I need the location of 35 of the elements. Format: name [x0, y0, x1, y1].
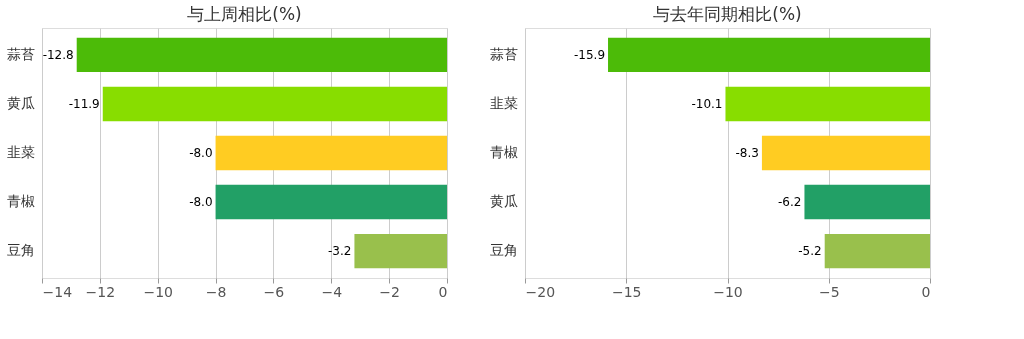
y-tick-label: 豆角 — [6, 242, 35, 259]
y-tick-label: 蒜苔 — [6, 45, 35, 62]
data-label: -10.1 — [691, 96, 723, 111]
data-label: -5.2 — [798, 244, 822, 259]
data-label: -15.9 — [573, 47, 606, 62]
y-tick-label: 豆角 — [489, 242, 518, 259]
x-tick-label: −6 — [263, 283, 285, 300]
x-tick-label: −15 — [611, 283, 642, 300]
y-tick-label: 青椒 — [6, 193, 35, 210]
data-label: -11.9 — [68, 96, 100, 111]
x-tick-label: −14 — [42, 283, 73, 300]
data-label: -8.0 — [189, 146, 213, 160]
y-tick-label: 韭菜 — [6, 144, 35, 160]
x-tick-label: 0 — [921, 283, 931, 300]
y-tick-label: 韭菜 — [489, 94, 518, 111]
y-tick-label: 黄瓜 — [489, 193, 518, 210]
x-tick-label: −10 — [143, 283, 173, 300]
y-tick-label: 黄瓜 — [6, 94, 35, 111]
data-label: -8.3 — [735, 146, 759, 160]
chart-title: 与上周相比(%) — [187, 4, 302, 24]
y-tick-label: 蒜苔 — [489, 45, 518, 62]
x-tick-label: −5 — [818, 283, 840, 300]
x-tick-label: −2 — [379, 283, 400, 300]
x-tick-label: −20 — [525, 283, 556, 300]
data-label: -12.8 — [42, 47, 74, 62]
x-tick-label: −12 — [85, 283, 116, 300]
x-tick-label: 0 — [438, 283, 448, 300]
chart-title: 与去年同期相比(%) — [653, 4, 802, 24]
x-tick-label: −8 — [205, 283, 227, 300]
data-label: -6.2 — [778, 195, 802, 210]
data-label: -8.0 — [189, 195, 213, 210]
y-tick-label: 青椒 — [489, 144, 518, 160]
x-tick-label: −10 — [713, 283, 743, 300]
x-tick-label: −4 — [321, 283, 343, 300]
data-label: -3.2 — [328, 244, 352, 259]
